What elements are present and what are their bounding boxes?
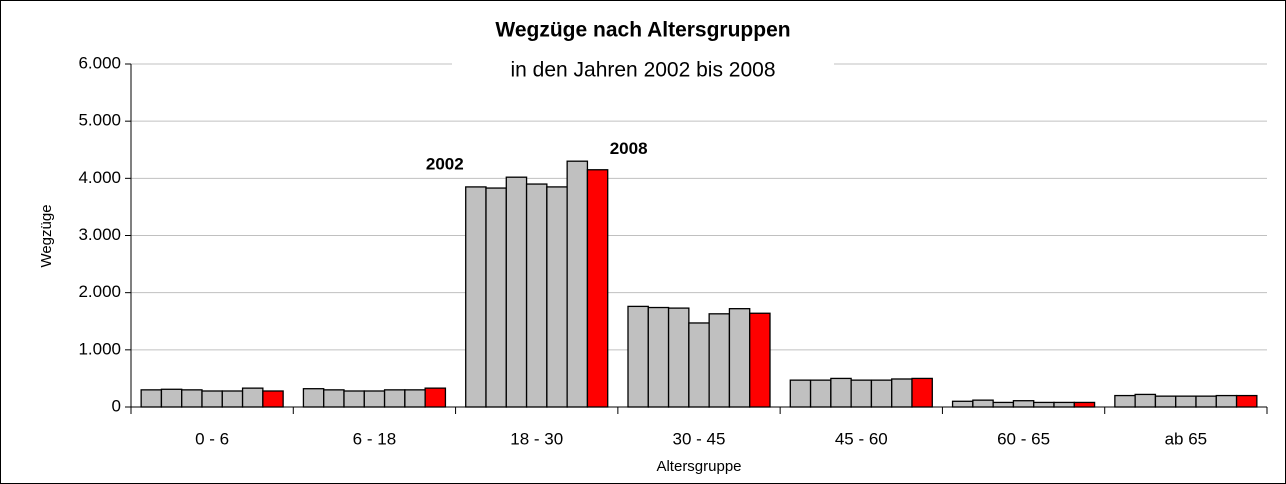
bar (586, 169, 609, 408)
bar (1073, 401, 1096, 408)
bar (1134, 393, 1157, 408)
bar (505, 176, 528, 408)
bar (241, 387, 264, 408)
bar (688, 322, 710, 408)
bar (1175, 395, 1197, 408)
bar (1114, 394, 1136, 408)
bar (343, 390, 365, 408)
bar (1053, 401, 1075, 408)
annotation: 2002 (426, 154, 464, 173)
chart-title: Wegzüge nach Altersgruppen (495, 19, 790, 42)
y-tick-label: 0 (112, 396, 121, 415)
bar (627, 305, 649, 408)
bar (525, 183, 548, 408)
x-tick-label: 0 - 6 (195, 429, 229, 448)
bar (891, 378, 913, 408)
y-tick-label: 6.000 (78, 53, 121, 72)
plot-area: 0 1.000 2.000 3.000 4.000 5.000 6.000 0 - 6 6 - … (78, 53, 1268, 448)
subtitle-background (452, 54, 834, 88)
bar (1215, 394, 1238, 408)
x-tick-label: 30 - 45 (673, 429, 726, 448)
bar (992, 401, 1015, 408)
bar (363, 390, 386, 408)
bar (809, 379, 832, 408)
bar (830, 377, 852, 408)
bar (302, 388, 325, 408)
bar (546, 186, 568, 408)
y-tick-label: 4.000 (78, 168, 121, 187)
bar (140, 389, 163, 408)
bar (728, 308, 751, 408)
bar (566, 160, 589, 408)
bar (404, 389, 426, 408)
bar (789, 379, 812, 408)
bar (262, 390, 284, 408)
x-tick-label: 45 - 60 (835, 429, 888, 448)
y-tick-label: 5.000 (78, 111, 121, 130)
bar (201, 390, 223, 408)
bar (1235, 394, 1258, 408)
y-tick-label: 3.000 (78, 225, 121, 244)
bar (667, 307, 690, 408)
x-tick-label: 60 - 65 (997, 429, 1050, 448)
bar (1154, 395, 1177, 408)
y-tick-label: 2.000 (78, 282, 121, 301)
bar (424, 387, 447, 408)
bar (951, 400, 974, 408)
bar (708, 313, 731, 408)
bar (181, 389, 203, 408)
bar (647, 306, 670, 408)
bar (323, 389, 345, 408)
bar (383, 389, 406, 408)
x-tick-label: ab 65 (1165, 429, 1208, 448)
bar (870, 379, 893, 408)
bar (911, 377, 933, 408)
x-axis-label: Altersgruppe (656, 458, 741, 475)
bar (1012, 400, 1035, 408)
bar (221, 390, 244, 408)
annotation: 2008 (610, 139, 648, 158)
bar (749, 312, 771, 408)
bar (1195, 395, 1217, 408)
bar (485, 187, 507, 408)
bar (465, 186, 487, 408)
bar (972, 399, 994, 408)
x-tick-label: 6 - 18 (353, 429, 396, 448)
chart-subtitle: in den Jahren 2002 bis 2008 (510, 59, 775, 82)
y-axis-label: Wegzüge (38, 204, 55, 267)
bar (1033, 401, 1055, 408)
x-tick-label: 18 - 30 (510, 429, 563, 448)
bar (850, 379, 873, 408)
y-tick-label: 1.000 (78, 339, 121, 358)
bar (160, 388, 183, 408)
